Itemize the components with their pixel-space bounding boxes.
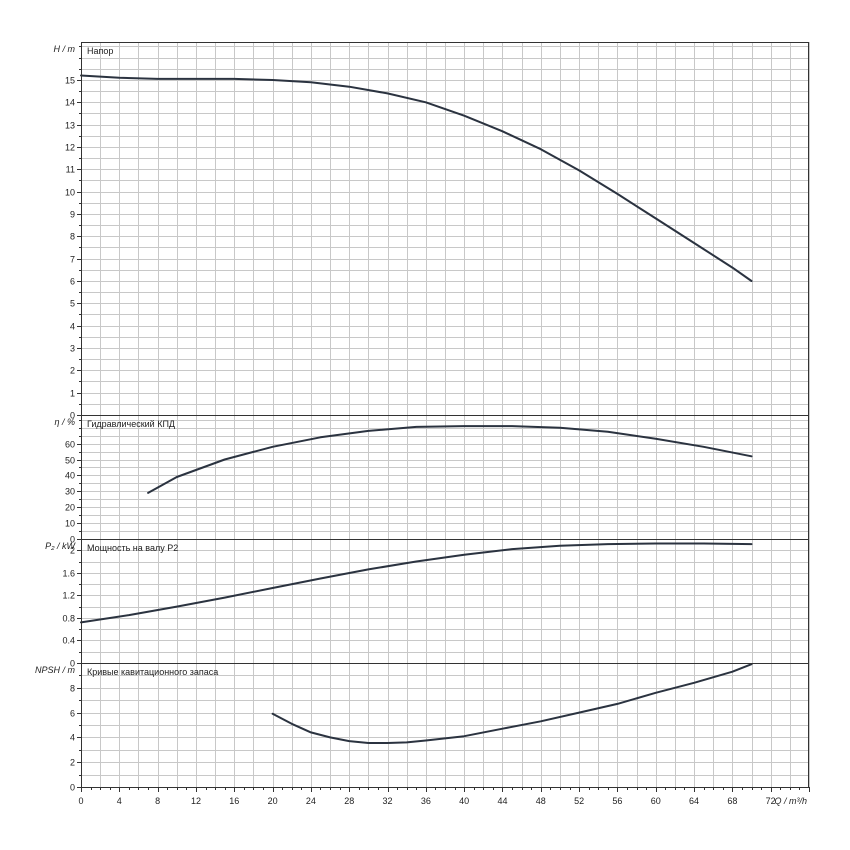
series-line-head <box>80 74 753 282</box>
panel-title: Напор <box>87 46 113 56</box>
series-line-npsh <box>271 663 753 744</box>
y-tick-label: 8 <box>70 232 75 242</box>
y-tick-label: 4 <box>70 733 75 743</box>
x-tick-label: 52 <box>574 796 584 806</box>
y-axis-label: H / m <box>54 44 76 54</box>
y-tick-label: 0 <box>70 659 75 669</box>
x-tick-label: 36 <box>421 796 431 806</box>
x-tick-label: 72 <box>766 796 776 806</box>
x-tick-label: 48 <box>536 796 546 806</box>
y-tick-label: 0.4 <box>62 636 75 646</box>
y-tick-label: 6 <box>70 709 75 719</box>
y-tick-label: 8 <box>70 684 75 694</box>
x-tick-label: 40 <box>459 796 469 806</box>
x-tick-label: 64 <box>689 796 699 806</box>
y-tick-label: 5 <box>70 299 75 309</box>
x-tick-label: 60 <box>651 796 661 806</box>
y-tick-label: 10 <box>65 519 75 529</box>
series-line-efficiency <box>147 425 753 494</box>
y-axis-label: η / % <box>54 417 75 427</box>
panel-title: Кривые кавитационного запаса <box>87 667 218 677</box>
y-tick-label: 50 <box>65 456 75 466</box>
y-tick-label: 0 <box>70 783 75 793</box>
y-axis-label: NPSH / m <box>35 665 76 675</box>
y-tick-label: 40 <box>65 471 75 481</box>
panel-power: 0 0.4 0.8 1.2 1.6 2P₂ / kW Мощность на валу P2 <box>45 539 809 669</box>
y-tick-label: 60 <box>65 440 75 450</box>
series-line-power <box>80 542 753 624</box>
panel-title: Мощность на валу P2 <box>87 543 178 553</box>
y-tick-label: 10 <box>65 188 75 198</box>
y-tick-label: 13 <box>65 121 75 131</box>
y-tick-label: 1.6 <box>62 569 75 579</box>
y-tick-label: 1.2 <box>62 591 75 601</box>
x-tick-label: 32 <box>383 796 393 806</box>
y-tick-label: 14 <box>65 98 75 108</box>
y-tick-label: 2 <box>70 366 75 376</box>
grid-lines <box>81 42 810 787</box>
x-tick-label: 24 <box>306 796 316 806</box>
x-tick-label: 20 <box>268 796 278 806</box>
x-axis-label: Q / m³/h <box>774 796 807 806</box>
panel-title: Гидравлический КПД <box>87 419 175 429</box>
x-tick-label: 4 <box>117 796 122 806</box>
y-tick-label: 12 <box>65 143 75 153</box>
x-axis: 0 4 8 12 16 20 24 28 32 36 40 44 48 52 56 60 64 68 72Q / m… <box>78 787 810 806</box>
y-tick-label: 11 <box>66 165 75 175</box>
y-tick-label: 20 <box>65 503 75 513</box>
x-tick-label: 8 <box>155 796 160 806</box>
y-tick-label: 1 <box>70 389 75 399</box>
x-tick-label: 12 <box>191 796 201 806</box>
x-tick-label: 0 <box>78 796 83 806</box>
y-tick-label: 6 <box>70 277 75 287</box>
y-tick-label: 4 <box>70 322 75 332</box>
y-tick-label: 2 <box>70 758 75 768</box>
y-tick-label: 0.8 <box>62 614 75 624</box>
y-tick-label: 0 <box>70 535 75 545</box>
panel-efficiency: 0 10 20 30 40 50 60 η / % Гидравлический КПД <box>54 415 809 545</box>
y-tick-label: 9 <box>70 210 75 220</box>
panel-npsh: 0 2 4 6 8 NPSH / m Кривые кавитационного запас… <box>35 663 809 793</box>
x-tick-label: 56 <box>612 796 622 806</box>
y-tick-label: 7 <box>70 255 75 265</box>
y-tick-label: 30 <box>65 487 75 497</box>
x-tick-label: 16 <box>229 796 239 806</box>
y-tick-label: 15 <box>65 76 75 86</box>
y-tick-label: 0 <box>70 411 75 421</box>
x-tick-label: 28 <box>344 796 354 806</box>
x-tick-label: 44 <box>497 796 507 806</box>
y-axis-label: P₂ / kW <box>45 541 76 551</box>
y-tick-label: 2 <box>70 546 75 556</box>
y-tick-label: 3 <box>70 344 75 354</box>
x-tick-label: 68 <box>727 796 737 806</box>
